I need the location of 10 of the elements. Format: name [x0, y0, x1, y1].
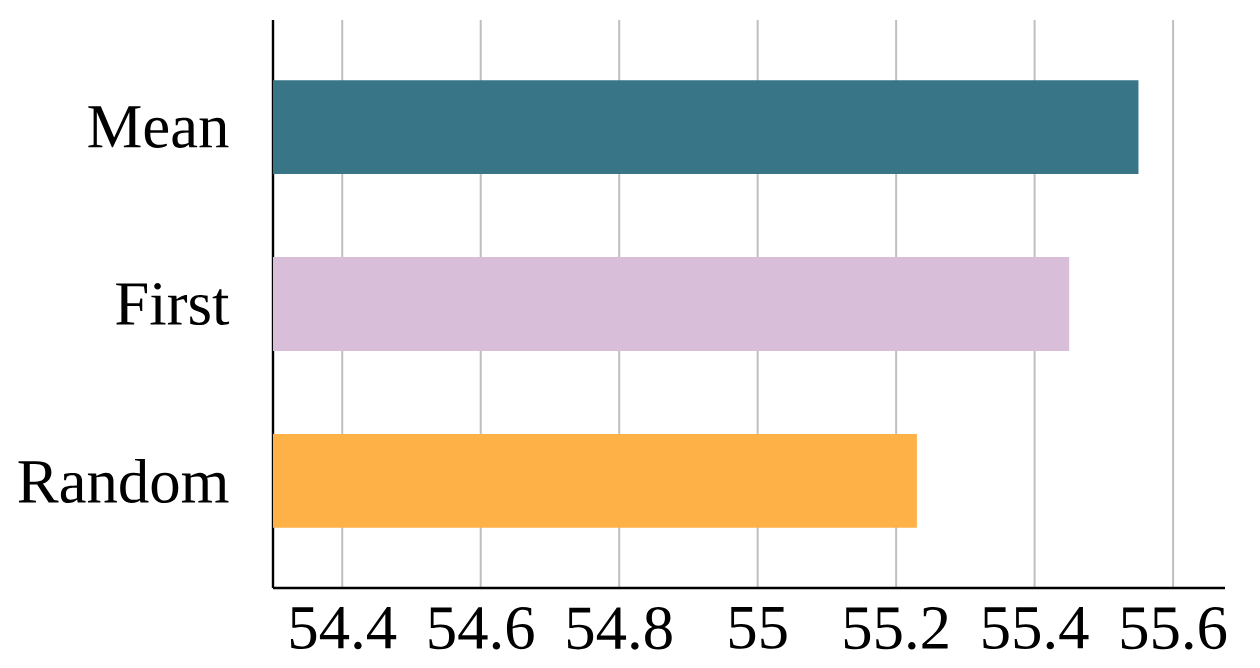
- x-tick-label: 55.2: [844, 607, 948, 650]
- x-tick-label: 54.8: [567, 607, 672, 650]
- x-tick-label: 54.4: [290, 607, 397, 650]
- y-tick-label: First: [116, 282, 230, 326]
- y-tick-label: Mean: [88, 106, 229, 148]
- x-tick-label: 55.4: [983, 607, 1089, 650]
- x-tick-label: 55.6: [1121, 607, 1227, 650]
- y-tick-label: Random: [18, 458, 229, 504]
- x-tick-label: 54.6: [429, 607, 534, 650]
- x-tick-label: 55: [729, 607, 787, 649]
